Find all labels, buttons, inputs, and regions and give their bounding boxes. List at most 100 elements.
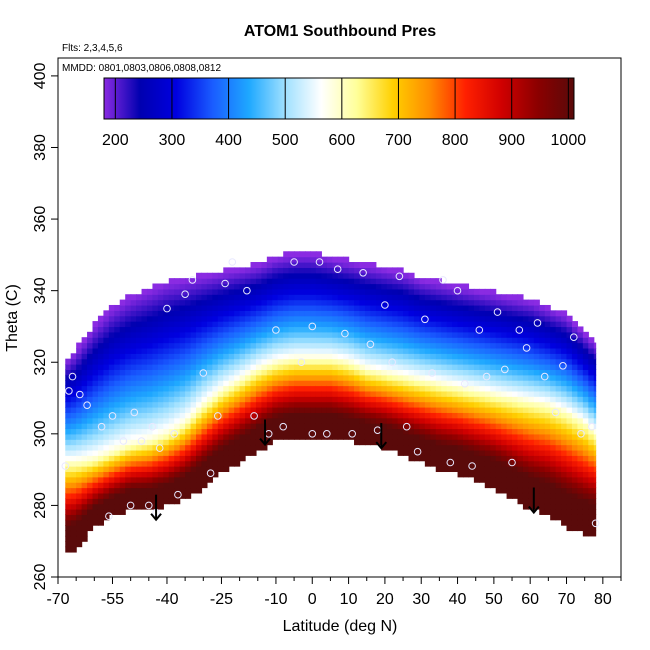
observation-point [163,304,171,313]
field-cell [517,321,524,328]
field-cell [174,294,181,301]
field-cell [234,326,241,333]
field-cell [70,535,77,542]
field-cell [430,423,437,430]
field-cell [555,358,562,365]
field-cell [190,288,197,295]
field-cell [446,401,453,408]
field-cell [544,508,551,515]
field-cell [484,433,491,440]
field-cell [479,401,486,408]
observation-point [279,422,288,431]
field-cell [223,428,230,435]
field-cell [446,433,453,440]
field-cell [517,498,524,505]
field-cell [397,401,404,408]
field-cell [326,321,333,328]
field-cell [528,423,535,430]
field-cell [97,347,104,354]
field-cell [228,449,235,456]
field-cell [321,315,328,322]
field-cell [468,406,475,413]
field-cell [550,503,557,510]
field-cell [435,369,442,376]
field-cell [212,278,219,285]
field-cell [381,326,388,333]
field-cell [561,433,568,440]
field-cell [76,455,83,462]
field-cell [430,433,437,440]
field-cell [512,380,519,387]
field-cell [223,294,230,301]
field-cell [544,390,551,397]
field-cell [457,433,464,440]
field-cell [386,439,393,446]
field-cell [468,331,475,338]
field-cell [201,374,208,381]
field-cell [386,412,393,419]
field-cell [196,449,203,456]
field-cell [381,423,388,430]
field-cell [234,374,241,381]
field-cell [326,310,333,317]
field-cell [250,385,257,392]
field-cell [495,364,502,370]
field-cell [381,321,388,328]
field-cell [125,347,132,354]
field-cell [343,256,350,263]
field-cell [544,460,551,467]
field-cell [277,310,284,317]
field-cell [337,374,344,381]
field-cell [381,412,388,419]
field-cell [217,449,224,456]
field-cell [65,541,72,548]
field-cell [136,337,143,344]
field-cell [495,310,502,317]
field-cell [381,401,388,408]
field-cell [114,401,121,408]
field-cell [348,310,355,317]
field-cell [555,321,562,328]
x-tick-label: -70 [46,591,69,608]
field-cell [582,498,589,505]
field-cell [146,390,154,397]
field-cell [490,449,497,456]
field-cell [381,406,388,413]
observation-point [290,258,298,266]
field-cell [136,299,143,306]
field-cell [315,256,322,263]
field-cell [517,347,524,354]
field-cell [179,315,186,322]
field-cell [506,439,513,446]
field-cell [348,294,355,301]
field-cell [212,326,219,333]
field-cell [593,347,597,354]
field-cell [337,304,344,311]
field-cell [473,455,480,462]
field-cell [277,428,284,435]
field-cell [87,514,94,521]
field-cell [217,401,224,408]
field-cell [76,347,83,354]
field-cell [141,412,148,419]
field-cell [92,342,99,349]
field-cell [348,401,355,408]
field-cell [539,337,546,344]
field-cell [152,288,159,295]
field-cell [87,369,94,376]
field-cell [125,299,132,306]
field-cell [588,455,595,462]
field-cell [577,492,584,499]
field-cell [103,503,110,510]
field-cell [185,476,192,483]
field-cell [168,444,175,451]
field-cell [512,396,519,403]
field-cell [539,406,546,413]
field-cell [419,380,426,387]
field-cell [381,385,388,392]
field-cell [582,482,589,489]
field-cell [495,487,502,494]
field-cell [206,428,213,435]
field-cell [571,444,579,451]
field-cell [201,353,208,360]
